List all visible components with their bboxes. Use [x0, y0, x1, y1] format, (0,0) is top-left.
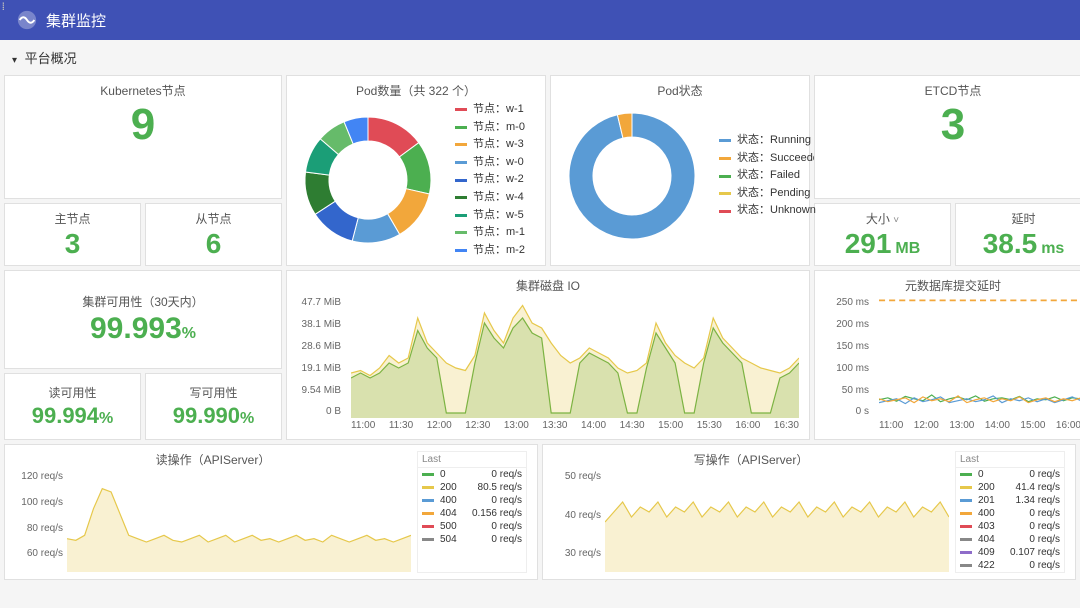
legend-item[interactable]: 4090.107 req/s	[956, 546, 1064, 559]
pod-count-card: Pod数量（共 322 个） 节点：w-1节点：m-0节点：w-3节点：w-0节…	[286, 75, 546, 266]
drag-icon[interactable]: ⁞	[2, 2, 5, 13]
legend-item[interactable]: 4040.156 req/s	[418, 507, 526, 520]
legend-item[interactable]: 节点：w-4	[455, 189, 525, 207]
api-read-y-axis: 120 req/s100 req/s80 req/s60 req/s	[15, 471, 63, 559]
mid-row: ⁞ 集群可用性（30天内） 99.993% ⁞ 读可用性 99.994% ⁞ 写…	[0, 270, 1080, 440]
api-read-title: 读操作（APIServer）	[15, 451, 411, 468]
k8s-worker-value: 6	[206, 229, 222, 260]
etcd-size-label: 大小 ˅	[866, 210, 899, 227]
cluster-avail-card: ⁞ 集群可用性（30天内） 99.993%	[4, 270, 282, 369]
legend-item[interactable]: 4030 req/s	[956, 520, 1064, 533]
write-avail-label: 写可用性	[189, 384, 237, 401]
legend-item[interactable]: 节点：w-0	[455, 154, 525, 172]
etcd-latency-label: 延时	[1011, 210, 1035, 227]
chevron-down-icon: ▾	[12, 55, 17, 66]
k8s-total-value: 9	[131, 101, 155, 149]
etcd-latency-value: 38.5ms	[983, 229, 1065, 260]
legend-item[interactable]: 节点：w-2	[455, 171, 525, 189]
legend-item[interactable]: 节点：w-5	[455, 207, 525, 225]
etcd-group: ETCD节点 3 大小 ˅ 291MB 延时 38.5ms	[814, 75, 1080, 266]
k8s-total-card: Kubernetes节点 9	[4, 75, 282, 199]
legend-item[interactable]: 4220 req/s	[956, 559, 1064, 572]
cluster-logo-icon	[16, 9, 38, 31]
disk-io-plot	[351, 298, 799, 418]
section-label: 平台概况	[25, 51, 77, 66]
pod-status-legend: 状态：Running状态：Succeeded状态：Failed状态：Pendin…	[719, 132, 825, 220]
db-latency-x-axis: 11:0012:0013:0014:0015:0016:00	[879, 418, 1080, 433]
api-read-card: ⁞ 读操作（APIServer） 120 req/s100 req/s80 re…	[4, 444, 538, 580]
api-row: ⁞ 读操作（APIServer） 120 req/s100 req/s80 re…	[0, 444, 1080, 580]
api-write-legend: Last00 req/s20041.4 req/s2011.34 req/s40…	[955, 451, 1065, 573]
k8s-master-label: 主节点	[54, 210, 90, 227]
legend-item[interactable]: 00 req/s	[956, 468, 1064, 481]
pod-status-card: Pod状态 状态：Running状态：Succeeded状态：Failed状态：…	[550, 75, 810, 266]
legend-item[interactable]: 状态：Succeeded	[719, 150, 825, 168]
k8s-master-card: 主节点 3	[4, 203, 141, 267]
overview-row: Kubernetes节点 9 主节点 3 从节点 6 Pod数量（共 322 个…	[0, 75, 1080, 266]
api-write-title: 写操作（APIServer）	[553, 451, 949, 468]
legend-item[interactable]: 状态：Running	[719, 132, 825, 150]
etcd-total-card: ETCD节点 3	[814, 75, 1080, 199]
legend-item[interactable]: 节点：m-2	[455, 242, 525, 260]
db-latency-title: 元数据库提交延时	[825, 277, 1080, 294]
etcd-value: 3	[941, 101, 965, 149]
app-title: 集群监控	[46, 10, 106, 31]
cluster-avail-value: 99.993%	[90, 312, 196, 346]
pod-status-title: Pod状态	[657, 82, 702, 99]
legend-item[interactable]: 5000 req/s	[418, 520, 526, 533]
write-avail-card: ⁞ 写可用性 99.990%	[145, 373, 282, 440]
k8s-worker-label: 从节点	[195, 210, 231, 227]
etcd-size-value: 291MB	[845, 229, 921, 260]
api-read-legend: Last00 req/s20080.5 req/s4000 req/s4040.…	[417, 451, 527, 573]
pod-count-legend: 节点：w-1节点：m-0节点：w-3节点：w-0节点：w-2节点：w-4节点：w…	[455, 101, 525, 259]
legend-item[interactable]: 20080.5 req/s	[418, 481, 526, 494]
disk-io-y-axis: 47.7 MiB38.1 MiB28.6 MiB19.1 MiB9.54 MiB…	[291, 297, 341, 417]
legend-item[interactable]: 20041.4 req/s	[956, 481, 1064, 494]
legend-item[interactable]: 4000 req/s	[418, 494, 526, 507]
read-avail-label: 读可用性	[48, 384, 96, 401]
pod-count-title: Pod数量（共 322 个）	[356, 82, 476, 99]
pod-status-donut	[557, 101, 707, 251]
db-latency-card: 元数据库提交延时 250 ms200 ms150 ms100 ms50 ms0 …	[814, 270, 1080, 440]
legend-item[interactable]: 4040 req/s	[956, 533, 1064, 546]
k8s-nodes-group: Kubernetes节点 9 主节点 3 从节点 6	[4, 75, 282, 266]
api-write-y-axis: 50 req/s40 req/s30 req/s	[553, 471, 601, 559]
api-read-plot	[67, 472, 411, 572]
write-avail-value: 99.990%	[173, 403, 255, 429]
legend-item[interactable]: 4000 req/s	[956, 507, 1064, 520]
db-latency-plot	[879, 298, 1080, 418]
k8s-worker-card: 从节点 6	[145, 203, 282, 267]
legend-item[interactable]: 状态：Pending	[719, 185, 825, 203]
legend-item[interactable]: 00 req/s	[418, 468, 526, 481]
k8s-master-value: 3	[65, 229, 81, 260]
db-latency-y-axis: 250 ms200 ms150 ms100 ms50 ms0 s	[819, 297, 869, 417]
legend-item[interactable]: 状态：Failed	[719, 167, 825, 185]
etcd-size-card: 大小 ˅ 291MB	[814, 203, 951, 267]
api-write-plot	[605, 472, 949, 572]
disk-io-card: 集群磁盘 IO 47.7 MiB38.1 MiB28.6 MiB19.1 MiB…	[286, 270, 810, 440]
app-header: 集群监控	[0, 0, 1080, 40]
disk-io-x-axis: 11:0011:3012:0012:3013:0013:3014:0014:30…	[351, 418, 799, 433]
k8s-title: Kubernetes节点	[100, 82, 185, 99]
k8s-sub-row: 主节点 3 从节点 6	[4, 203, 282, 267]
availability-group: ⁞ 集群可用性（30天内） 99.993% ⁞ 读可用性 99.994% ⁞ 写…	[4, 270, 282, 440]
legend-item[interactable]: 2011.34 req/s	[956, 494, 1064, 507]
read-avail-card: ⁞ 读可用性 99.994%	[4, 373, 141, 440]
section-header[interactable]: ▾ 平台概况	[0, 40, 1080, 75]
legend-item[interactable]: 状态：Unknown	[719, 202, 825, 220]
disk-io-title: 集群磁盘 IO	[297, 277, 799, 294]
etcd-sub-row: 大小 ˅ 291MB 延时 38.5ms	[814, 203, 1080, 267]
legend-item[interactable]: 节点：w-1	[455, 101, 525, 119]
avail-sub-row: ⁞ 读可用性 99.994% ⁞ 写可用性 99.990%	[4, 373, 282, 440]
legend-item[interactable]: 节点：m-0	[455, 119, 525, 137]
etcd-latency-card: 延时 38.5ms	[955, 203, 1080, 267]
read-avail-value: 99.994%	[32, 403, 114, 429]
etcd-title: ETCD节点	[925, 82, 982, 99]
legend-item[interactable]: 节点：m-1	[455, 224, 525, 242]
pod-count-donut	[293, 105, 443, 255]
api-write-card: ⁞ 写操作（APIServer） 50 req/s40 req/s30 req/…	[542, 444, 1076, 580]
legend-item[interactable]: 节点：w-3	[455, 136, 525, 154]
legend-item[interactable]: 5040 req/s	[418, 533, 526, 546]
cluster-avail-label: 集群可用性（30天内）	[82, 293, 203, 310]
